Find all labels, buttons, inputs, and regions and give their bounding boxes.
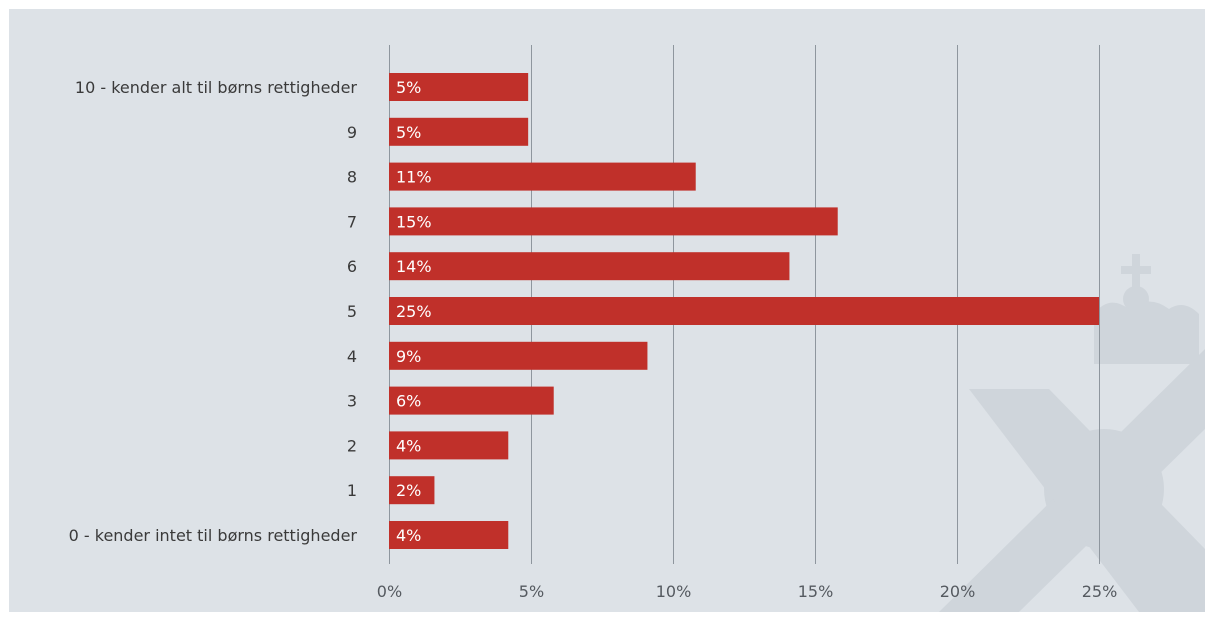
bar-chart: 0% 5% 10% 15% 20% 25%5%10 - kender alt til bø… (69, 45, 1205, 612)
category-label: 2 (347, 436, 357, 455)
bar-data-label: 11% (396, 168, 432, 187)
bar (389, 117, 529, 146)
bar-data-label: 5% (396, 78, 421, 97)
bar (389, 386, 554, 415)
bar-data-label: 15% (396, 212, 432, 231)
bar-data-label: 5% (396, 123, 421, 142)
category-label: 1 (347, 481, 357, 500)
category-label: 8 (347, 168, 357, 187)
bar (389, 521, 509, 549)
bar-data-label: 2% (396, 481, 421, 500)
x-tick-label: 10% (656, 582, 692, 601)
bar-data-label: 4% (396, 526, 421, 545)
bar (389, 341, 648, 370)
bar-data-label: 4% (396, 436, 421, 455)
bar-data-label: 14% (396, 257, 432, 276)
bar (389, 297, 1099, 325)
x-tick-label: 25% (1082, 582, 1118, 601)
category-label: 4 (347, 347, 357, 366)
bar-data-label: 6% (396, 392, 421, 411)
bar (389, 476, 435, 505)
x-tick-label: 15% (798, 582, 834, 601)
bar (389, 73, 529, 101)
bar (389, 162, 696, 191)
bar (389, 207, 838, 236)
chart-panel: 0% 5% 10% 15% 20% 25% 5% 10 - kender alt til bø… (9, 9, 1205, 612)
crown-watermark-icon (939, 254, 1205, 612)
category-label: 10 - kender alt til børns rettigheder (75, 78, 358, 97)
category-label: 6 (347, 257, 357, 276)
bar-data-label: 25% (396, 302, 432, 321)
category-label: 3 (347, 392, 357, 411)
x-tick-label: 20% (940, 582, 976, 601)
category-label: 7 (347, 212, 357, 231)
category-label: 9 (347, 123, 357, 142)
category-label: 5 (347, 302, 357, 321)
x-tick-label: 5% (519, 582, 544, 601)
x-tick-label: 0% (377, 582, 402, 601)
category-label: 0 - kender intet til børns rettigheder (69, 526, 358, 545)
bar (389, 252, 790, 281)
bar-data-label: 9% (396, 347, 421, 366)
bar (389, 431, 509, 460)
